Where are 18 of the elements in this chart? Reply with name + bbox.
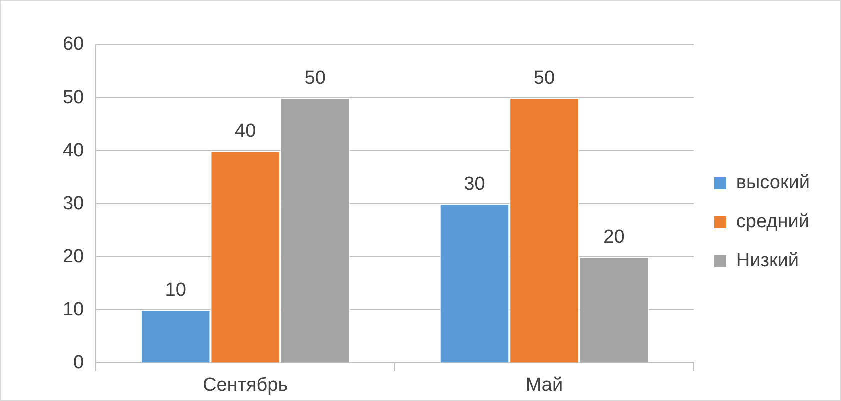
y-tick-label: 10 (62, 299, 84, 320)
data-label: 20 (604, 226, 625, 248)
y-tick-label: 50 (62, 87, 84, 108)
legend-label: высокий (736, 172, 810, 194)
legend-label: Низкий (736, 250, 800, 272)
y-tick-label: 40 (62, 140, 84, 162)
legend-label: средний (736, 212, 810, 233)
x-tick-label: Май (526, 374, 564, 396)
data-label: 50 (304, 68, 326, 89)
data-label: 30 (464, 174, 486, 195)
data-label: 40 (235, 120, 256, 142)
y-tick-label: 60 (62, 34, 84, 56)
y-tick-label: 30 (62, 193, 84, 214)
data-label: 10 (165, 280, 186, 301)
x-tick-label: Сентябрь (203, 374, 288, 396)
y-tick-label: 20 (62, 246, 84, 268)
data-label: 50 (534, 68, 556, 89)
y-tick-label: 0 (74, 352, 84, 374)
